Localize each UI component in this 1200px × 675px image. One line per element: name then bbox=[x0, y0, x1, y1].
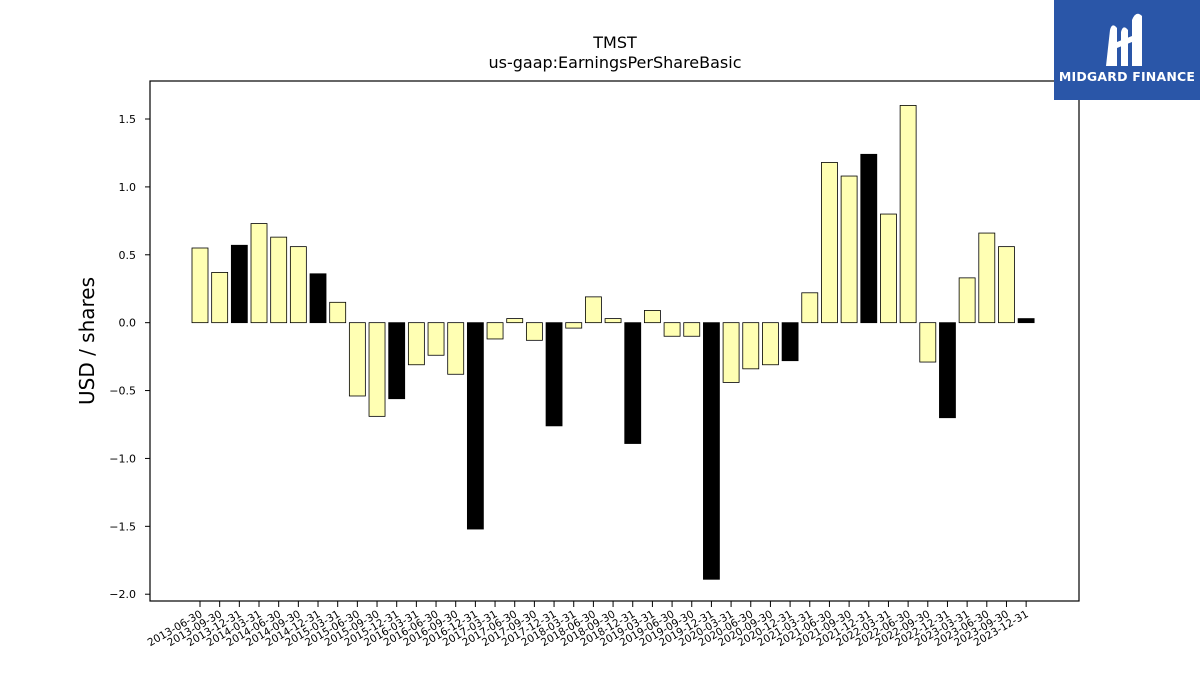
bar-2015-06-30 bbox=[348, 322, 366, 397]
bar-2018-06-30 bbox=[585, 296, 602, 324]
bar-2015-09-30 bbox=[368, 322, 386, 417]
y-tick-label: 0.0 bbox=[119, 317, 137, 330]
bar-2022-06-30 bbox=[899, 105, 917, 324]
bar-2023-06-30 bbox=[978, 232, 996, 324]
y-tick-label: −2.0 bbox=[109, 588, 136, 601]
bars-group bbox=[191, 105, 1035, 580]
bar-2022-09-30 bbox=[919, 322, 937, 363]
chart-subtitle: us-gaap:EarningsPerShareBasic bbox=[488, 53, 741, 72]
y-tick-label: 0.5 bbox=[119, 249, 137, 262]
y-axis-label: USD / shares bbox=[75, 277, 99, 405]
bar-2014-09-30 bbox=[289, 246, 307, 324]
bar-2014-03-31 bbox=[250, 223, 268, 324]
bar-2016-12-31 bbox=[466, 322, 484, 530]
y-tick-label: 1.5 bbox=[119, 113, 137, 126]
bar-2018-03-31 bbox=[565, 322, 583, 329]
bar-2017-03-31 bbox=[486, 322, 504, 340]
y-tick-label: 1.0 bbox=[119, 181, 137, 194]
bar-2021-06-30 bbox=[821, 162, 838, 324]
bar-2021-09-30 bbox=[840, 175, 858, 324]
bar-2023-12-31 bbox=[1017, 318, 1035, 324]
bar-2015-12-31 bbox=[388, 322, 406, 400]
bar-2021-12-31 bbox=[860, 153, 878, 324]
x-axis: 2013-06-302013-09-302013-12-312014-03-31… bbox=[146, 601, 1031, 649]
bar-2015-03-31 bbox=[329, 301, 347, 324]
y-tick-label: −1.5 bbox=[109, 520, 136, 533]
brand-mark-icon bbox=[1106, 13, 1142, 66]
bar-2013-09-30 bbox=[211, 272, 229, 324]
bar-2023-03-31 bbox=[958, 277, 976, 324]
bar-2017-09-30 bbox=[525, 322, 543, 341]
bar-2013-12-31 bbox=[230, 244, 248, 324]
bar-2022-12-31 bbox=[939, 322, 956, 419]
bar-2020-03-31 bbox=[722, 322, 740, 383]
bar-2019-03-31 bbox=[644, 310, 661, 324]
bar-2016-03-31 bbox=[407, 322, 425, 366]
bar-2020-12-31 bbox=[781, 322, 799, 362]
bar-2014-12-31 bbox=[309, 273, 327, 324]
bar-2022-03-31 bbox=[880, 213, 897, 324]
bar-2013-06-30 bbox=[191, 247, 209, 324]
bar-2019-06-30 bbox=[663, 322, 681, 337]
bar-2021-03-31 bbox=[801, 292, 819, 324]
bar-2020-09-30 bbox=[762, 322, 779, 366]
bar-2018-12-31 bbox=[624, 322, 642, 444]
bar-2016-09-30 bbox=[447, 322, 465, 375]
y-tick-label: −1.0 bbox=[109, 452, 136, 465]
bar-2016-06-30 bbox=[427, 322, 445, 356]
plot-frame bbox=[149, 80, 1080, 602]
y-tick-label: −0.5 bbox=[109, 385, 136, 398]
brand-logo: MIDGARD FINANCE bbox=[1054, 0, 1200, 100]
chart-title: TMST bbox=[592, 33, 637, 52]
bar-2020-06-30 bbox=[742, 322, 760, 370]
bar-2017-12-31 bbox=[545, 322, 563, 427]
bar-2019-12-31 bbox=[703, 322, 720, 580]
bar-2023-09-30 bbox=[998, 246, 1015, 324]
bar-2018-09-30 bbox=[604, 318, 622, 324]
y-axis: −2.0 −1.5 −1.0 −0.5 0.0 0.5 1.0 1.5 bbox=[109, 113, 150, 601]
bar-2014-06-30 bbox=[270, 236, 288, 324]
bar-2017-06-30 bbox=[506, 318, 524, 324]
bar-2019-09-30 bbox=[683, 322, 701, 337]
brand-name: MIDGARD FINANCE bbox=[1058, 69, 1196, 84]
